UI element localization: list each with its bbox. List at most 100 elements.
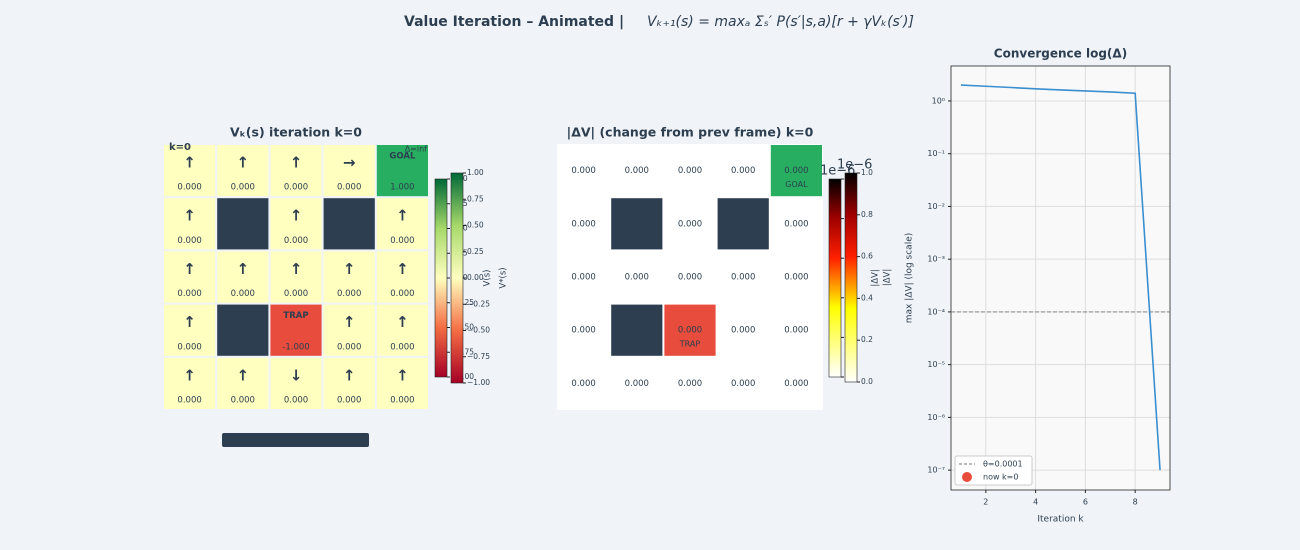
colorbar-tick-label: 0.0 — [861, 377, 873, 386]
cell — [270, 198, 322, 250]
colorbar-tick-label: 1.0 — [861, 168, 873, 177]
cell-label: ↑ — [183, 207, 196, 225]
cell-value: 0.000 — [625, 273, 649, 283]
colorbar-tick-label: −0.75 — [467, 352, 490, 361]
cell-value: 0.000 — [678, 326, 702, 336]
corner-label: k=0 — [169, 142, 191, 153]
cell — [164, 357, 216, 409]
cell-label: ↑ — [237, 260, 250, 278]
cell — [664, 357, 716, 409]
cell-value: 0.000 — [784, 379, 808, 389]
cell — [217, 251, 269, 303]
x-tick-label: 4 — [1033, 498, 1038, 507]
cell — [558, 145, 610, 197]
cell-label: ↑ — [396, 207, 409, 225]
cell-value: 0.000 — [731, 273, 755, 283]
cell — [717, 357, 769, 409]
colorbar-label: V(s) — [483, 270, 493, 287]
cell — [164, 251, 216, 303]
colorbar-offset: 1e−6 — [837, 158, 872, 173]
chart-title: Convergence log(Δ) — [994, 47, 1127, 61]
colorbar-tick-label: 0.75 — [467, 194, 484, 203]
cell-value: -1.000 — [282, 342, 309, 352]
cell-value: 0.000 — [284, 396, 308, 406]
cell-label: ↑ — [183, 313, 196, 331]
cell-label: WALL — [336, 205, 363, 215]
cell — [717, 251, 769, 303]
y-tick-label: 10⁻¹ — [927, 149, 945, 158]
cell — [770, 357, 822, 409]
plot-area — [951, 66, 1170, 490]
cell-label: WALL — [626, 219, 648, 228]
cell-label: ↑ — [290, 260, 303, 278]
colorbar-tick-label: 0.4 — [861, 293, 873, 302]
cell — [376, 198, 428, 250]
cell — [558, 251, 610, 303]
colorbar-tick-label: 1.00 — [467, 168, 484, 177]
cell-value: 0.000 — [678, 379, 702, 389]
cell-value: 0.000 — [177, 396, 201, 406]
cell-label: → — [343, 154, 356, 172]
cell — [323, 304, 375, 356]
cell-label: ↑ — [290, 154, 303, 172]
y-tick-label: 10⁻⁷ — [927, 466, 945, 475]
figure-title: Value Iteration – Animated | — [404, 14, 624, 30]
cell — [270, 304, 322, 356]
cell-label: GOAL — [389, 152, 416, 162]
colorbar-tick-label: 0.8 — [861, 210, 873, 219]
cell — [611, 251, 663, 303]
cell-value: 0.000 — [284, 183, 308, 193]
cell-label: ↑ — [290, 207, 303, 225]
colorbar-tick-label: −1.00 — [467, 378, 490, 387]
cell-value: 0.000 — [678, 219, 702, 229]
colorbar-label: |ΔV| — [871, 269, 881, 286]
cell — [164, 198, 216, 250]
cell-value: 0.000 — [284, 289, 308, 299]
x-tick-label: 6 — [1083, 498, 1088, 507]
y-tick-label: 10⁻⁵ — [927, 360, 945, 369]
cell — [664, 251, 716, 303]
cell-label: ↑ — [183, 154, 196, 172]
colorbar-tick-label: 0.50 — [467, 221, 484, 230]
cell-value: 0.000 — [571, 273, 595, 283]
cell-label: WALL — [230, 205, 257, 215]
cell-value: 0.000 — [625, 166, 649, 176]
cell-value: 0.000 — [231, 396, 255, 406]
cell — [611, 198, 663, 250]
cell — [558, 304, 610, 356]
colorbar — [828, 178, 842, 378]
cell-label: ↑ — [183, 260, 196, 278]
panel-title: |ΔV| (change from prev frame) k=0 — [567, 125, 814, 140]
cell-value: 0.000 — [231, 183, 255, 193]
cell-label: ↑ — [237, 366, 250, 384]
colorbar-label: V*(s) — [499, 267, 509, 288]
x-axis-label: Iteration k — [1037, 515, 1084, 525]
y-tick-label: 10⁻³ — [927, 255, 945, 264]
colorbar-tick-label: 0.00 — [467, 273, 484, 282]
cell-label: ↑ — [396, 366, 409, 384]
cell-value: 0.000 — [571, 379, 595, 389]
cell — [323, 357, 375, 409]
cell — [270, 357, 322, 409]
cell — [323, 251, 375, 303]
colorbar-tick-label: −0.50 — [467, 326, 490, 335]
cell — [323, 198, 375, 250]
y-tick-label: 10⁻² — [927, 202, 945, 211]
y-tick-label: 10⁻⁶ — [927, 413, 945, 422]
cell — [717, 304, 769, 356]
cell-value: 0.000 — [390, 289, 414, 299]
cell — [717, 145, 769, 197]
cell — [664, 198, 716, 250]
plot-frame — [950, 65, 1171, 491]
legend-swatch — [962, 472, 972, 482]
cell — [217, 304, 269, 356]
cell — [270, 145, 322, 197]
cell-value: 1.000 — [390, 183, 414, 193]
cell-label: WALL — [732, 219, 754, 228]
cell — [558, 198, 610, 250]
cell-value: 0.000 — [337, 183, 361, 193]
cell — [664, 145, 716, 197]
colorbar-tick-label: −0.25 — [467, 299, 490, 308]
cell — [217, 357, 269, 409]
line-series — [960, 84, 1161, 471]
